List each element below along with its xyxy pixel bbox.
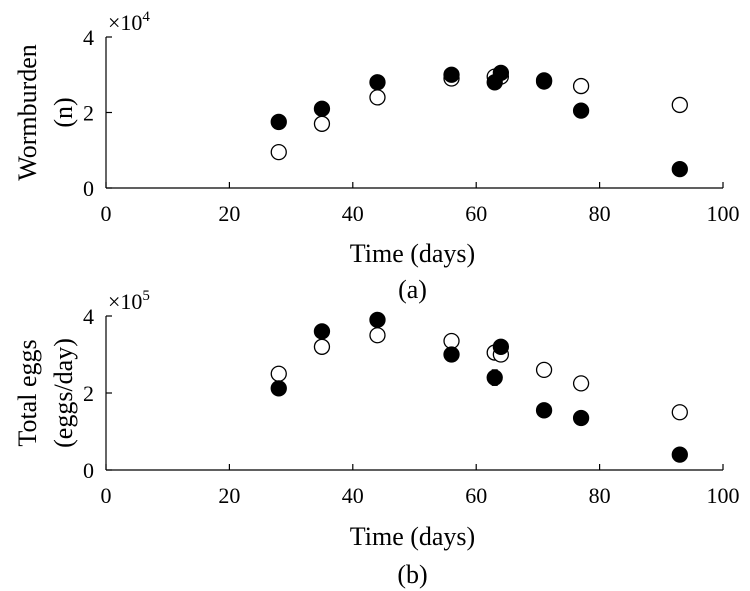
x-tick-label: 40 xyxy=(342,201,364,226)
data-point-open xyxy=(270,365,287,382)
data-point-open xyxy=(671,404,688,421)
panel-caption: (a) xyxy=(398,275,427,304)
x-tick-label: 100 xyxy=(707,483,740,508)
data-point-filled xyxy=(443,66,460,83)
y-tick-label: 0 xyxy=(83,176,94,201)
x-tick-label: 100 xyxy=(707,201,740,226)
x-tick-label: 20 xyxy=(218,483,240,508)
y-multiplier-exponent: 5 xyxy=(142,288,150,304)
y-axis-label-line: Wormburden xyxy=(13,44,42,181)
x-axis-label: Time (days) xyxy=(350,522,475,551)
data-point-open xyxy=(270,143,287,161)
data-point-filled xyxy=(535,402,553,419)
panel-caption: (b) xyxy=(397,560,427,589)
data-point-filled xyxy=(671,446,688,463)
x-tick-label: 60 xyxy=(465,201,487,226)
data-point-filled xyxy=(671,160,688,178)
data-point-filled xyxy=(572,409,590,427)
data-point-filled xyxy=(369,74,386,91)
data-point-open xyxy=(535,361,553,379)
x-tick-label: 80 xyxy=(589,483,611,508)
data-point-filled xyxy=(270,380,287,397)
data-point-filled xyxy=(443,346,460,363)
data-point-open xyxy=(313,338,331,355)
x-axis-label: Time (days) xyxy=(350,239,475,268)
y-tick-label: 2 xyxy=(83,101,94,126)
x-tick-label: 60 xyxy=(465,483,487,508)
x-tick-label: 0 xyxy=(101,201,112,226)
data-point-filled xyxy=(313,323,331,340)
data-point-filled xyxy=(492,338,510,355)
data-point-filled xyxy=(535,73,553,90)
data-point-filled xyxy=(369,311,386,329)
data-point-open xyxy=(572,77,590,95)
x-tick-label: 40 xyxy=(342,483,364,508)
y-axis-label-line: Total eggs xyxy=(13,339,42,446)
y-multiplier-label: ×105 xyxy=(108,288,150,314)
data-point-open xyxy=(671,96,688,114)
data-point-filled xyxy=(313,100,331,117)
data-point-filled xyxy=(486,369,503,386)
data-point-filled xyxy=(270,113,287,131)
y-axis-label-line: (n) xyxy=(49,97,78,127)
data-point-open xyxy=(572,375,590,392)
y-tick-label: 2 xyxy=(83,381,94,406)
y-tick-label: 0 xyxy=(83,458,94,483)
y-multiplier-base: ×10 xyxy=(108,289,142,314)
data-point-filled xyxy=(492,64,510,82)
data-point-open xyxy=(369,89,386,106)
y-tick-label: 4 xyxy=(83,304,94,329)
y-tick-label: 4 xyxy=(83,25,94,50)
y-axis-label-line: (eggs/day) xyxy=(49,338,78,448)
data-point-open xyxy=(369,327,386,344)
panel-b: 0 20 40 60 80 100 0 2 4 ×105 Time (days) Total eggs… xyxy=(13,288,740,589)
x-tick-label: 0 xyxy=(101,483,112,508)
data-point-open xyxy=(313,115,331,132)
y-multiplier-base: ×10 xyxy=(108,10,142,35)
data-point-filled xyxy=(572,102,590,119)
x-tick-label: 80 xyxy=(589,201,611,226)
y-multiplier-label: ×104 xyxy=(108,9,150,35)
x-tick-label: 20 xyxy=(218,201,240,226)
y-multiplier-exponent: 4 xyxy=(142,9,150,25)
data-point-open xyxy=(443,332,460,350)
